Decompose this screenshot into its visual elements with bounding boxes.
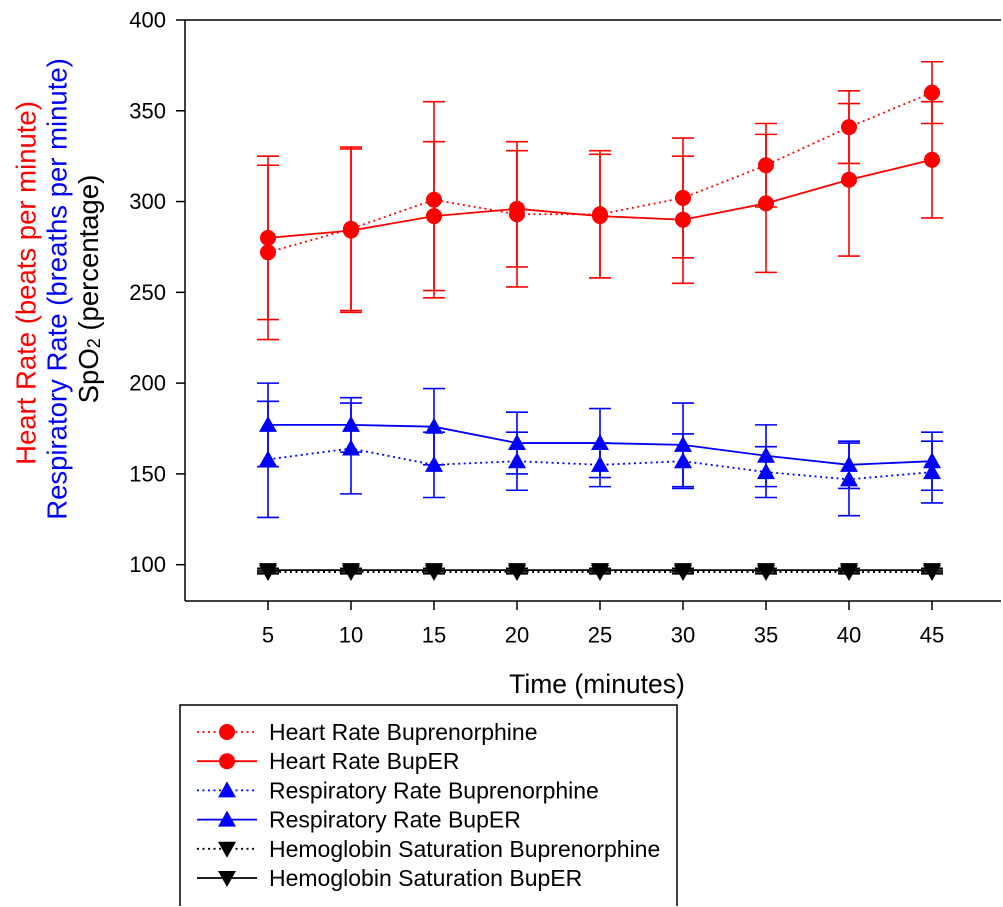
y-tick-label: 350 bbox=[129, 98, 166, 123]
y-tick-label: 200 bbox=[129, 371, 166, 396]
heart-rate-buprenorphine-point bbox=[426, 191, 442, 208]
legend-item: Heart Rate BupER bbox=[197, 748, 459, 774]
legend-marker bbox=[218, 871, 236, 887]
y-tick-label: 250 bbox=[129, 280, 166, 305]
respiratory-rate-buprenorphine-point bbox=[840, 470, 858, 487]
heart-rate-buper-point bbox=[675, 211, 691, 228]
x-tick-label: 20 bbox=[505, 623, 529, 648]
legend-marker bbox=[219, 724, 235, 740]
legend-item: Hemoglobin Saturation BupER bbox=[197, 865, 582, 891]
legend-item: Heart Rate Buprenorphine bbox=[197, 719, 538, 745]
legend-item: Respiratory Rate Buprenorphine bbox=[197, 777, 599, 803]
heart-rate-buprenorphine-markers bbox=[260, 84, 940, 261]
hemoglobin-saturation-buper-point bbox=[674, 563, 692, 580]
y-axis-title-respiratory-rate: Respiratory Rate (breaths per minute) bbox=[42, 58, 73, 520]
y-tick-label: 100 bbox=[129, 552, 166, 577]
legend-marker bbox=[218, 841, 236, 858]
hemoglobin-saturation-buper-point bbox=[342, 563, 360, 580]
respiratory-rate-buprenorphine-point bbox=[259, 450, 277, 467]
hemoglobin-saturation-buper-point bbox=[840, 563, 858, 580]
legend-label: Respiratory Rate Buprenorphine bbox=[269, 777, 599, 803]
legend-label: Heart Rate BupER bbox=[269, 748, 459, 774]
marker-layer bbox=[259, 84, 941, 581]
heart-rate-buprenorphine-point bbox=[260, 244, 276, 261]
hemoglobin-saturation-buper-markers bbox=[259, 563, 941, 580]
respiratory-rate-buprenorphine-markers bbox=[259, 439, 941, 487]
respiratory-rate-buprenorphine-point bbox=[591, 455, 609, 472]
heart-rate-buper-point bbox=[592, 208, 608, 225]
legend-item: Respiratory Rate BupER bbox=[197, 807, 521, 833]
heart-rate-buper-point bbox=[841, 171, 857, 188]
respiratory-rate-buper-point bbox=[674, 435, 692, 452]
heart-rate-buper-point bbox=[343, 222, 359, 239]
y-tick-label: 150 bbox=[129, 461, 166, 486]
respiratory-rate-buper-point bbox=[923, 452, 941, 469]
heart-rate-buprenorphine-point bbox=[758, 157, 774, 174]
heart-rate-buprenorphine-point bbox=[675, 189, 691, 206]
axis-ticks: 100 150 200 250 300 350 400 5 10 15 20 25 30 35 40 45 bbox=[129, 8, 944, 648]
heart-rate-buper-point bbox=[426, 208, 442, 225]
hemoglobin-saturation-buper-point bbox=[508, 563, 526, 580]
y-axis-title-spo2-rest: (percentage) bbox=[73, 175, 104, 339]
x-tick-label: 45 bbox=[920, 623, 944, 648]
plot-frame bbox=[184, 19, 1001, 602]
legend-label: Hemoglobin Saturation Buprenorphine bbox=[269, 836, 660, 862]
respiratory-rate-buper-point bbox=[757, 446, 775, 463]
respiratory-rate-buper-point bbox=[591, 434, 609, 451]
respiratory-rate-buprenorphine-point bbox=[757, 463, 775, 480]
x-axis-title: Time (minutes) bbox=[509, 669, 685, 699]
respiratory-rate-buprenorphine-line bbox=[267, 447, 933, 481]
legend: Heart Rate Buprenorphine Heart Rate BupER… bbox=[179, 704, 678, 906]
heart-rate-buper-point bbox=[260, 229, 276, 246]
x-tick-label: 10 bbox=[339, 623, 363, 648]
respiratory-rate-buprenorphine-point bbox=[425, 455, 443, 472]
legend-marker bbox=[218, 781, 236, 798]
respiratory-rate-buprenorphine-point bbox=[674, 452, 692, 469]
y-axis-title-spo2-base: SpO bbox=[73, 348, 104, 403]
legend-marker bbox=[219, 753, 235, 770]
legend-item: Hemoglobin Saturation Buprenorphine bbox=[197, 836, 660, 862]
hemoglobin-saturation-buper-point bbox=[425, 563, 443, 580]
respiratory-rate-buper-point bbox=[259, 415, 277, 432]
legend-box bbox=[179, 704, 678, 906]
respiratory-rate-buper-point bbox=[840, 455, 858, 472]
hemoglobin-saturation-buper-point bbox=[259, 563, 277, 580]
legend-marker bbox=[218, 810, 236, 827]
heart-rate-buper-point bbox=[509, 200, 525, 217]
heart-rate-buprenorphine-point bbox=[924, 84, 940, 101]
respiratory-rate-buper-point bbox=[425, 417, 443, 434]
heart-rate-buper-point bbox=[758, 195, 774, 212]
x-tick-label: 40 bbox=[837, 623, 861, 648]
hemoglobin-saturation-buper-point bbox=[757, 563, 775, 580]
hemoglobin-saturation-buper-point bbox=[591, 563, 609, 580]
respiratory-rate-buper-markers bbox=[259, 415, 941, 472]
y-tick-label: 400 bbox=[129, 8, 166, 33]
x-tick-label: 35 bbox=[754, 623, 778, 648]
y-axis-title-spo2-subscript: 2 bbox=[84, 338, 104, 348]
respiratory-rate-buper-point bbox=[508, 434, 526, 451]
respiratory-rate-buprenorphine-point bbox=[923, 463, 941, 480]
x-tick-label: 5 bbox=[262, 623, 274, 648]
respiratory-rate-buprenorphine-point bbox=[342, 439, 360, 456]
y-axis-title-heart-rate: Heart Rate (beats per minute) bbox=[11, 101, 42, 465]
heart-rate-buprenorphine-point bbox=[841, 119, 857, 136]
x-tick-label: 15 bbox=[422, 623, 446, 648]
legend-label: Respiratory Rate BupER bbox=[269, 807, 521, 833]
series-layer bbox=[257, 60, 943, 575]
respiratory-rate-buprenorphine-point bbox=[508, 452, 526, 469]
heart-rate-buper-point bbox=[924, 151, 940, 168]
x-tick-label: 30 bbox=[671, 623, 695, 648]
legend-label: Hemoglobin Saturation BupER bbox=[269, 865, 582, 891]
x-tick-label: 25 bbox=[588, 623, 612, 648]
y-tick-label: 300 bbox=[129, 189, 166, 214]
hemoglobin-saturation-buper-point bbox=[923, 563, 941, 580]
heart-rate-buper-markers bbox=[260, 151, 940, 246]
y-axis-title-spo2: SpO2 (percentage) bbox=[73, 175, 105, 404]
legend-label: Heart Rate Buprenorphine bbox=[269, 719, 538, 745]
respiratory-rate-buper-point bbox=[342, 415, 360, 432]
